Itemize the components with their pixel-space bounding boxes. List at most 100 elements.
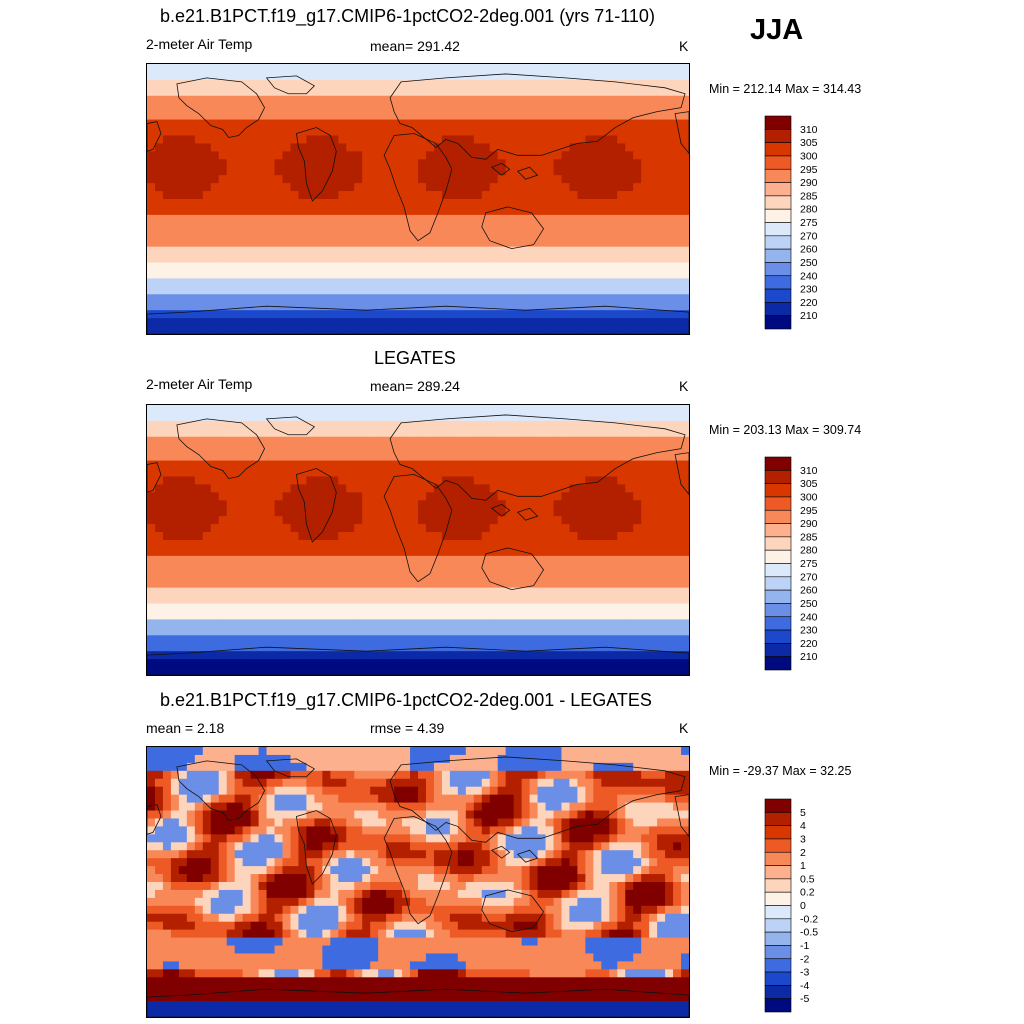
panel-1-title: b.e21.B1PCT.f19_g17.CMIP6-1pctCO2-2deg.0… [160, 6, 655, 26]
coastline [296, 468, 337, 543]
coastline [147, 111, 689, 154]
coastline [265, 416, 316, 436]
coastline [383, 133, 453, 242]
colorbar-tick-label: 220 [800, 297, 818, 309]
colorbar-tick-label: 230 [800, 284, 818, 296]
colorbar-tick-label: -2 [800, 953, 809, 965]
colorbar-box [764, 302, 792, 316]
panel-1-variable-label: 2-meter Air Temp [146, 36, 253, 52]
colorbar-tick-label: -0.5 [800, 927, 818, 939]
coastline [389, 73, 686, 160]
coastline [265, 75, 316, 95]
colorbar-tick-label: 310 [800, 465, 818, 477]
panel-1-map [146, 63, 690, 335]
colorbar-tick-label: 250 [800, 257, 818, 269]
colorbar-box [764, 222, 792, 237]
colorbar-tick-label: 3 [800, 833, 806, 845]
panel-1-units: K [679, 38, 689, 54]
colorbar-tick-label: 2 [800, 847, 806, 859]
colorbar-tick-label: 270 [800, 230, 818, 242]
colorbar-box [764, 616, 792, 631]
coastline [481, 889, 545, 933]
colorbar-tick-label: 210 [800, 651, 818, 663]
colorbar-tick-label: 275 [800, 558, 818, 570]
panel-3-rmse-label: rmse = 4.39 [370, 720, 445, 736]
coastline [490, 845, 539, 863]
colorbar-tick-label: 300 [800, 491, 818, 503]
season-label: JJA [750, 14, 804, 46]
colorbar-box [764, 182, 792, 197]
coastline [383, 474, 453, 583]
colorbar-box [764, 168, 792, 183]
panel-2-units: K [679, 378, 689, 394]
colorbar-box [764, 812, 792, 826]
colorbar-box [764, 155, 792, 170]
coastline [147, 794, 689, 837]
colorbar-box [764, 865, 792, 880]
colorbar-box [764, 931, 792, 946]
colorbar-tick-label: 210 [800, 310, 818, 322]
colorbar-tick-label: 0.2 [800, 887, 815, 899]
colorbar-tick-label: -0.2 [800, 913, 818, 925]
coastline [490, 162, 539, 180]
colorbar-tick-label: 5 [800, 807, 806, 819]
coastline [296, 127, 337, 202]
panel-2-map [146, 404, 690, 676]
coastline [176, 418, 266, 479]
coastline [296, 810, 337, 885]
colorbar-tick-label: 0 [800, 900, 806, 912]
colorbar-box [764, 656, 792, 671]
colorbar-tick-label: 280 [800, 545, 818, 557]
colorbar-box [764, 838, 792, 853]
coastline [147, 988, 689, 1017]
colorbar-box [764, 958, 792, 973]
coastline [490, 503, 539, 521]
coastline [265, 758, 316, 778]
colorbar-box [764, 235, 792, 250]
colorbar-tick-label: 260 [800, 585, 818, 597]
colorbar-tick-label: 280 [800, 204, 818, 216]
field-cells [147, 747, 689, 1017]
colorbar-tick-label: 290 [800, 177, 818, 189]
colorbar-box [764, 142, 792, 157]
colorbar-tick-label: -5 [800, 993, 809, 1005]
panel-2-minmax: Min = 203.13 Max = 309.74 [709, 423, 862, 437]
colorbar-tick-label: 305 [800, 478, 818, 490]
colorbar-tick-label: 285 [800, 531, 818, 543]
panel-3-title: b.e21.B1PCT.f19_g17.CMIP6-1pctCO2-2deg.0… [160, 690, 652, 710]
colorbar-box [764, 262, 792, 277]
colorbar-tick-label: 285 [800, 190, 818, 202]
coastline [481, 206, 545, 250]
coastline [383, 816, 453, 925]
colorbar-tick-label: 305 [800, 137, 818, 149]
colorbar-box [764, 483, 792, 498]
colorbar-tick-label: 1 [800, 860, 806, 872]
colorbar-tick-label: 260 [800, 244, 818, 256]
colorbar-box [764, 315, 792, 330]
colorbar-box [764, 998, 792, 1013]
panel-3-mean-label: mean = 2.18 [146, 720, 225, 736]
field-cells [147, 64, 689, 334]
colorbar-tick-label: 4 [800, 820, 806, 832]
colorbar-box [764, 115, 792, 130]
panel-1-minmax: Min = 212.14 Max = 314.43 [709, 82, 862, 96]
coastline [147, 305, 689, 334]
colorbar-tick-label: 250 [800, 598, 818, 610]
colorbar-tick-label: -1 [800, 940, 809, 952]
colorbar-box [764, 643, 792, 657]
colorbar-tick-label: 275 [800, 217, 818, 229]
colorbar-tick-label: -3 [800, 967, 809, 979]
panel-1-colorbar: 310 305 300 295 290 285 280 275 270 260 250 240 230 2… [764, 115, 844, 330]
colorbar-box [764, 129, 792, 143]
colorbar-box [764, 891, 792, 906]
colorbar-box [764, 470, 792, 484]
colorbar-box [764, 576, 792, 591]
panel-2-mean-label: mean= 289.24 [370, 378, 460, 394]
colorbar-box [764, 509, 792, 524]
colorbar-tick-label: 220 [800, 638, 818, 650]
colorbar-box [764, 851, 792, 866]
panel-3-colorbar: 5 4 3 2 1 0.5 0.2 0 -0.2 -0.5 -1 -2 -3 -4 -5 [764, 798, 844, 1013]
colorbar-box [764, 945, 792, 960]
colorbar-box [764, 918, 792, 933]
colorbar-box [764, 208, 792, 223]
